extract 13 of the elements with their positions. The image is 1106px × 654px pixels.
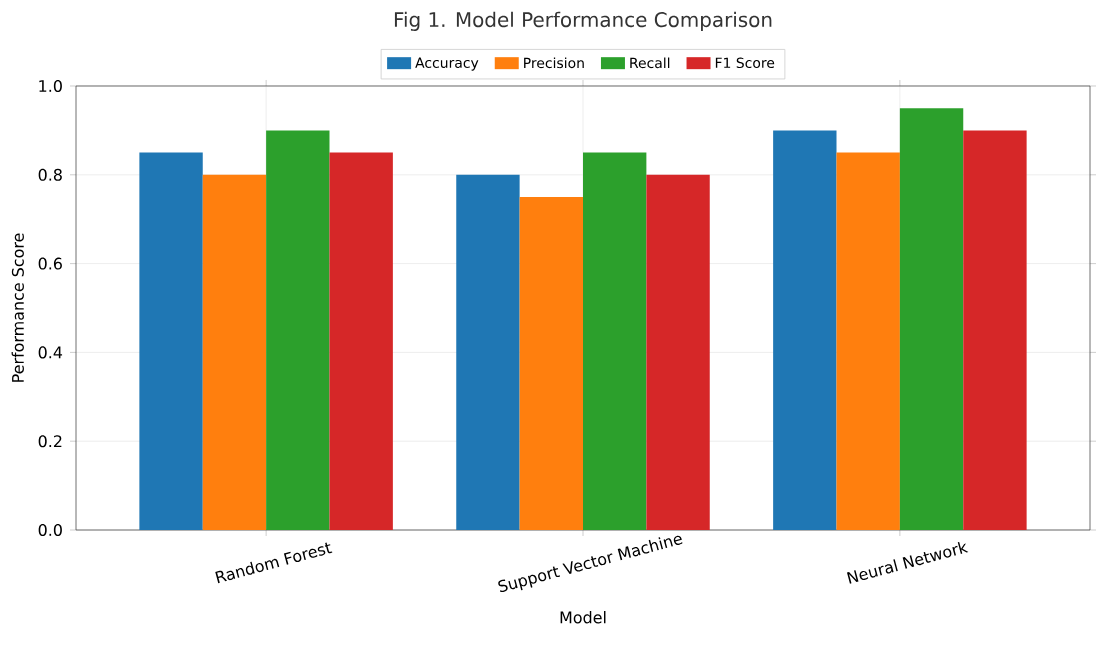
bar — [266, 130, 330, 530]
bar — [963, 130, 1027, 530]
bar — [456, 174, 520, 530]
bar — [519, 197, 583, 530]
bar — [773, 130, 837, 530]
bar — [202, 174, 267, 530]
bar — [646, 174, 710, 530]
bar — [139, 152, 203, 530]
bar — [836, 152, 900, 530]
bar — [329, 152, 393, 530]
chart-title: Fig 1. Model Performance Comparison — [394, 11, 772, 32]
bar — [899, 108, 964, 530]
bar — [583, 152, 647, 530]
